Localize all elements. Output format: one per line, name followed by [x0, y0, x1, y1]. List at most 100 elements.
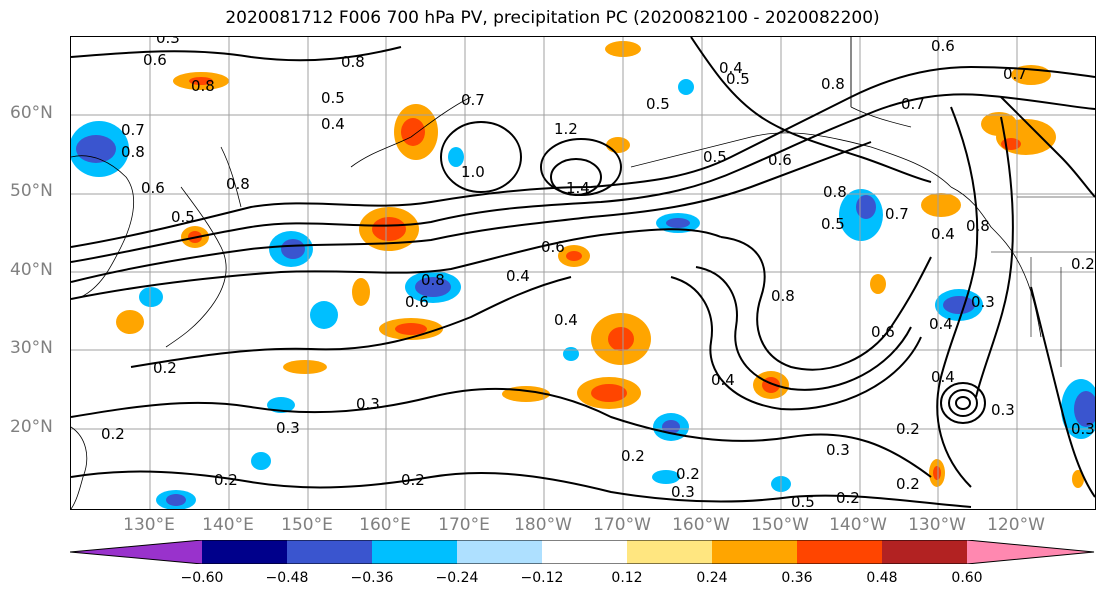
contour-label: 0.6	[405, 293, 429, 311]
contour-label: 0.3	[276, 419, 300, 437]
contour-label: 0.2	[896, 475, 920, 493]
political-borders	[850, 37, 1095, 367]
contour-label: 0.3	[991, 401, 1015, 419]
contour-label: 1.4	[566, 179, 590, 197]
contour-label: 0.3	[156, 37, 180, 47]
lat-label: 20°N	[10, 417, 53, 437]
colorbar	[70, 540, 1095, 564]
colorbar-swatch	[372, 540, 457, 564]
contour-label: 0.5	[703, 148, 727, 166]
colorbar-outline	[70, 540, 1095, 564]
contour-label: 0.7	[461, 91, 485, 109]
colorbar-swatch	[202, 540, 287, 564]
contour-label: 0.2	[401, 471, 425, 489]
colorbar-tick-label: 0.24	[696, 570, 728, 586]
colorbar-tick-label: 0.60	[951, 570, 983, 586]
colorbar-swatch	[712, 540, 797, 564]
contour-label: 0.5	[321, 89, 345, 107]
colorbar-tick-label: 0.36	[781, 570, 813, 586]
colorbar-swatch	[542, 540, 627, 564]
contour-label: 0.5	[726, 70, 750, 88]
map-canvas: 0.3 0.6 0.8 0.8 0.6 0.4 0.5 0.7 0.8 0.5 …	[71, 37, 1095, 509]
lon-label: 140°W	[829, 515, 887, 535]
contour-label: 0.2	[676, 465, 700, 483]
contour-label: 0.2	[836, 489, 860, 507]
contour-label: 0.4	[321, 115, 345, 133]
colorbar-tick-label: −0.60	[180, 570, 224, 586]
lon-label: 170°W	[593, 515, 651, 535]
contour-label: 0.4	[931, 368, 955, 386]
contour-label: 0.4	[554, 311, 578, 329]
contour-label: 0.5	[171, 208, 195, 226]
colorbar-tick-label: −0.12	[520, 570, 564, 586]
colorbar-swatch	[967, 540, 1094, 564]
contour-label: 0.8	[966, 217, 990, 235]
colorbar-swatch	[287, 540, 372, 564]
contour-label: 1.2	[554, 120, 578, 138]
coastlines	[71, 37, 1042, 509]
colorbar-swatch	[882, 540, 967, 564]
colorbar-tick-label: −0.24	[435, 570, 479, 586]
colorbar-tick-label: −0.48	[265, 570, 309, 586]
colorbar-tick-label: 0.48	[866, 570, 898, 586]
contour-label: 0.7	[121, 121, 145, 139]
contour-label: 0.8	[823, 183, 847, 201]
lon-label: 140°E	[202, 515, 254, 535]
contour-label: 0.7	[1003, 65, 1027, 83]
contour-label: 0.2	[1071, 255, 1095, 273]
precip-negative-shading	[71, 79, 1095, 509]
contour-label: 0.6	[871, 323, 895, 341]
colorbar-swatch	[457, 540, 542, 564]
lon-label: 130°W	[908, 515, 966, 535]
lon-label: 160°E	[359, 515, 411, 535]
contour-label: 0.3	[1071, 420, 1095, 438]
contour-label: 0.6	[768, 151, 792, 169]
contour-label: 0.2	[896, 420, 920, 438]
contour-label: 0.4	[506, 267, 530, 285]
contour-label: 0.8	[421, 271, 445, 289]
contour-label: 0.5	[646, 95, 670, 113]
contour-label: 0.5	[821, 215, 845, 233]
lat-label: 40°N	[10, 260, 53, 280]
contour-label: 0.3	[971, 293, 995, 311]
lon-label: 170°E	[438, 515, 490, 535]
contour-label: 0.6	[541, 238, 565, 256]
map-panel: 0.3 0.6 0.8 0.8 0.6 0.4 0.5 0.7 0.8 0.5 …	[70, 36, 1096, 510]
contour-label: 0.6	[141, 179, 165, 197]
lat-label: 30°N	[10, 338, 53, 358]
contour-label: 0.8	[226, 175, 250, 193]
colorbar-tick-label: 0.12	[611, 570, 643, 586]
lon-label: 180°W	[514, 515, 572, 535]
contour-label: 0.8	[771, 287, 795, 305]
contour-label: 0.2	[101, 425, 125, 443]
contour-label: 0.2	[621, 447, 645, 465]
contour-label: 0.6	[931, 37, 955, 55]
contour-label: 1.0	[461, 163, 485, 181]
contour-label: 0.5	[791, 493, 815, 509]
contour-label: 0.8	[821, 75, 845, 93]
contour-label: 0.8	[191, 77, 215, 95]
contour-label: 0.4	[929, 315, 953, 333]
colorbar-swatch	[627, 540, 712, 564]
contour-label: 0.8	[121, 143, 145, 161]
contour-label: 0.2	[214, 471, 238, 489]
contour-label: 0.4	[711, 371, 735, 389]
lon-label: 130°E	[123, 515, 175, 535]
contour-label: 0.4	[931, 225, 955, 243]
colorbar-swatch	[70, 540, 202, 564]
colorbar-tick-label: −0.36	[350, 570, 394, 586]
contour-label: 0.6	[143, 51, 167, 69]
contour-label-group: 0.3 0.6 0.8 0.8 0.6 0.4 0.5 0.7 0.8 0.5 …	[101, 37, 1095, 509]
colorbar-swatch	[797, 540, 882, 564]
contour-label: 0.3	[671, 483, 695, 501]
contour-label: 0.4	[719, 59, 743, 77]
lon-label: 120°W	[987, 515, 1045, 535]
map-title: 2020081712 F006 700 hPa PV, precipitatio…	[225, 8, 880, 28]
contour-label: 0.3	[826, 441, 850, 459]
lon-label: 160°W	[672, 515, 730, 535]
lat-label: 60°N	[10, 103, 53, 123]
contour-label: 0.3	[356, 395, 380, 413]
contour-label: 0.2	[153, 359, 177, 377]
contour-label: 0.8	[341, 53, 365, 71]
lon-label: 150°W	[751, 515, 809, 535]
